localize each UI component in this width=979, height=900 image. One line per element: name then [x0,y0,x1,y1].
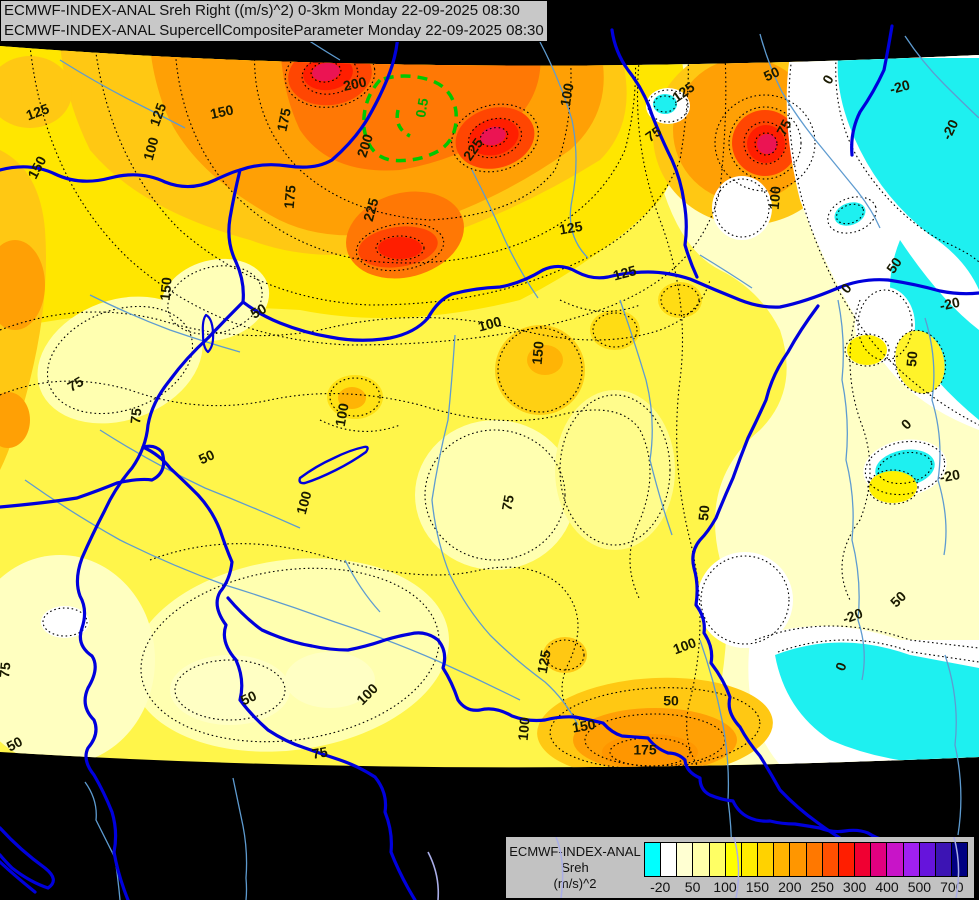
supercell-contour [362,74,458,163]
legend-swatch [661,843,678,876]
legend-swatch [935,843,952,876]
legend-swatch [903,843,920,876]
legend-tick-label: 500 [907,879,932,895]
contour-label: 100 [332,402,352,428]
contour-label: 175 [281,184,299,209]
legend-swatch [741,843,759,876]
contour-label: 100 [476,313,503,335]
streams-layer [24,24,979,900]
legend: ECMWF-INDEX-ANAL Sreh (m/s)^2 -20 50 100 15… [506,837,974,898]
legend-swatch [838,843,856,876]
legend-units-label: (m/s)^2 [553,875,597,891]
contour-label: 125 [611,262,638,284]
legend-tick-label: 50 [684,879,701,895]
contour-label: 175 [633,742,657,758]
contour-label: 225 [360,196,382,223]
contour-label: 50 [248,300,270,322]
legend-tick-label: 100 [713,879,737,895]
legend-tick-label: 300 [842,879,867,895]
contour-label: 200 [342,73,368,94]
legend-tick-label: 700 [940,879,964,895]
legend-swatch-strip [644,842,968,877]
contour-label: 150 [529,340,547,365]
contour-label: 75 [498,494,516,512]
legend-color-scale: -20 50 100 150 200 250 300 400 500 700 [644,842,968,898]
legend-swatch [645,843,662,876]
contour-label: 75 [65,373,87,395]
contour-label: 100 [671,634,699,657]
legend-swatch [709,843,726,876]
legend-tick-label: 200 [778,879,802,895]
contour-label: 50 [761,63,782,84]
contour-label: 75 [127,407,144,424]
legend-swatch [790,843,807,876]
contour-label: 100 [766,185,784,210]
legend-swatch [758,843,775,876]
legend-tick-label: 150 [745,879,770,895]
legend-swatch [951,843,968,876]
contour-label: 125 [558,218,584,238]
contour-label: 50 [4,733,25,755]
contour-label: 150 [157,276,175,301]
contour-label: 150 [209,101,235,122]
contour-label: -20 [840,605,865,627]
contour-label: -20 [938,117,961,142]
legend-swatch [693,843,710,876]
contour-label: 150 [571,716,597,736]
legend-tick-label: -20 [650,879,671,895]
legend-swatch [887,843,904,876]
contour-label: 50 [663,693,679,709]
legend-tick-label: 250 [810,879,834,895]
legend-swatch [677,843,694,876]
contour-label: 50 [695,504,712,521]
legend-model-label: ECMWF-INDEX-ANAL [509,843,641,859]
legend-swatch [806,843,823,876]
contour-label: -20 [938,466,961,485]
title-line-primary: ECMWF-INDEX-ANAL Sreh Right ((m/s)^2) 0-… [4,2,520,19]
legend-swatch [822,843,839,876]
legend-swatch [855,843,872,876]
field-fill-layer [0,46,979,768]
rivers-layer [0,24,979,900]
legend-swatch [725,843,742,876]
legend-swatch [774,843,791,876]
contour-label: 100 [557,82,577,108]
contour-label: 50 [196,446,217,467]
contour-label: 175 [273,106,294,132]
contour-label: 100 [293,489,315,516]
contour-label: -20 [888,76,912,97]
contour-label: 50 [903,350,920,367]
legend-titles: ECMWF-INDEX-ANAL Sreh (m/s)^2 [506,837,644,898]
contour-label: 125 [24,100,52,123]
legend-swatch [919,843,936,876]
contour-label: -20 [938,294,961,314]
contour-label: 75 [311,743,329,761]
legend-swatch [871,843,888,876]
contour-label: 50 [238,687,259,708]
title-bar: ECMWF-INDEX-ANAL Sreh Right ((m/s)^2) 0-… [0,0,548,42]
title-line-secondary: ECMWF-INDEX-ANAL SupercellCompositeParam… [4,22,544,39]
contour-label: 100 [515,716,533,741]
contour-label: 100 [140,135,162,162]
legend-tick-labels: -20 50 100 150 200 250 300 400 500 700 [644,877,968,895]
legend-tick-label: 400 [875,879,899,895]
contour-label: 125 [534,649,554,675]
contour-label: 125 [146,101,169,129]
contour-label: 75 [0,661,13,678]
contour-label: 75 [773,117,795,138]
legend-parameter-label: Sreh [561,859,589,875]
supercell-contour-label: 0.5 [412,97,431,119]
contour-label: 200 [354,132,377,159]
